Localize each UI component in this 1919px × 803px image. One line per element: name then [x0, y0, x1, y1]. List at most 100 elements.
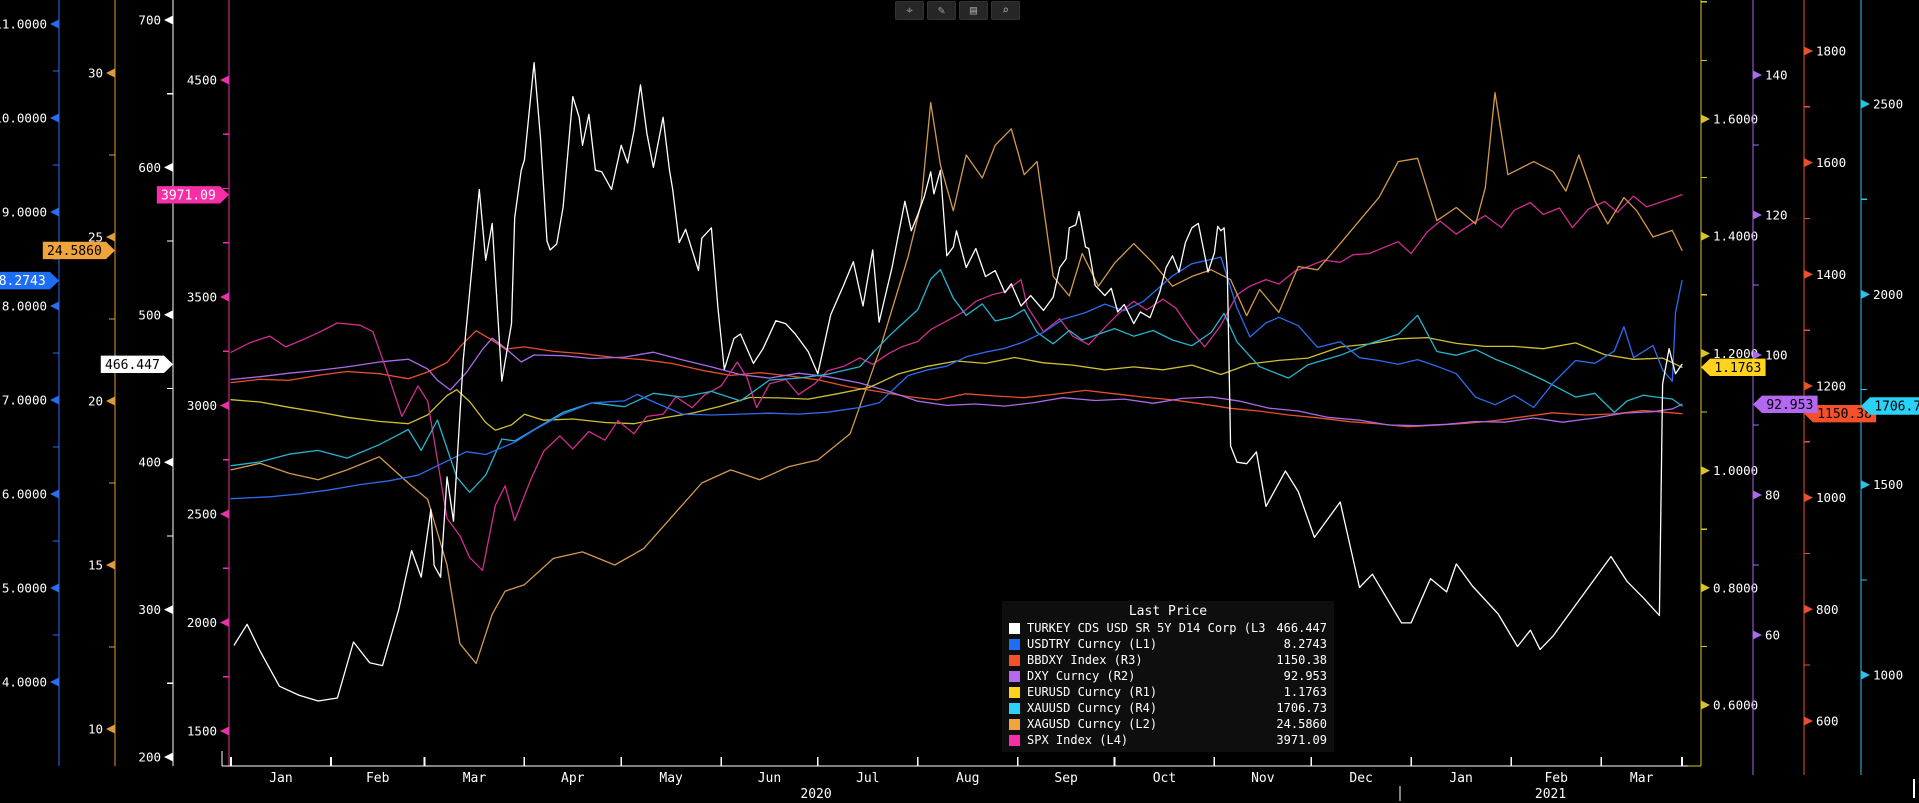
axis-L3-tick — [164, 310, 173, 320]
legend-swatch-bbdxy — [1009, 654, 1020, 666]
legend-row-xauusd[interactable]: XAUUSD Curncy (R4) 1706.73 — [1009, 700, 1327, 716]
x-axis-month-label: Feb — [1544, 771, 1568, 786]
axis-R3-tick — [1804, 381, 1813, 391]
price-badge-label: 1706.73 — [1874, 400, 1919, 415]
x-axis-year-label: 2020 — [800, 787, 831, 802]
axis-L3-tick-label: 500 — [138, 307, 161, 322]
legend-row-bbdxy[interactable]: BBDXY Index (R3) 1150.38 — [1009, 652, 1327, 668]
axis-R1-tick-label: 0.6000 — [1713, 698, 1758, 713]
axis-R2: 140 120 100 80 60 — [1752, 0, 1788, 775]
price-badge-turkey-cds: 466.447 — [100, 355, 173, 374]
news-panel-button[interactable]: ▤ — [959, 1, 988, 20]
axis-L1-tick-label: 10.0000 — [0, 111, 47, 126]
axis-L3-tick-label: 700 — [138, 13, 161, 28]
x-axis-month-label: Apr — [561, 771, 585, 786]
axis-L4-tick-label: 4500 — [187, 73, 217, 88]
axis-L2-tick-label: 10 — [88, 722, 103, 737]
series-line-eurusd — [230, 336, 1683, 431]
axis-L3-tick — [164, 162, 173, 172]
axis-L4-tick — [220, 292, 229, 302]
legend-swatch-eurusd — [1009, 686, 1020, 698]
axis-L1-tick-label: 5.0000 — [2, 581, 47, 596]
x-axis-month-label: Jul — [856, 771, 879, 786]
price-badge-label: 466.447 — [105, 358, 160, 373]
axis-R2-tick-label: 100 — [1765, 348, 1788, 363]
legend-swatch-xagusd — [1009, 718, 1020, 730]
legend-row-turkey-cds[interactable]: TURKEY CDS USD SR 5Y D14 Corp (L3) 466.44… — [1009, 620, 1327, 636]
news-panel-icon: ▤ — [969, 3, 978, 17]
axis-R3-tick — [1804, 46, 1813, 56]
price-badge-label: 1150.38 — [1817, 407, 1872, 422]
legend-row-xagusd[interactable]: XAGUSD Curncy (L2) 24.5860 — [1009, 716, 1327, 732]
zoom-magnifier-button[interactable]: ⌕ — [991, 1, 1020, 20]
axis-L4-tick-label: 1500 — [187, 724, 217, 739]
legend-row-usdtry[interactable]: USDTRY Curncy (L1) 8.2743 — [1009, 636, 1327, 652]
axis-L2-tick-label: 30 — [88, 66, 103, 81]
legend-label: DXY Curncy (R2) — [1027, 669, 1136, 683]
axis-L4-tick-label: 2500 — [187, 507, 217, 522]
axis-R4-tick — [1861, 99, 1870, 109]
axis-R3-tick — [1804, 493, 1813, 503]
axis-R1-tick — [1701, 700, 1710, 710]
legend-value: 1.1763 — [1283, 685, 1327, 699]
legend-value: 3971.09 — [1276, 733, 1327, 747]
legend-label: USDTRY Curncy (L1) — [1027, 637, 1158, 651]
zoom-magnifier-icon: ⌕ — [1001, 3, 1010, 17]
axis-R1-tick — [1701, 583, 1710, 593]
annotate-pencil-button[interactable]: ✎ — [927, 1, 956, 20]
legend-value: 466.447 — [1276, 621, 1327, 635]
axis-L4-tick — [220, 401, 229, 410]
axis-L1-tick — [50, 489, 59, 499]
x-axis-month-label: Jun — [758, 771, 781, 786]
x-axis: Jan Feb Mar Apr May Jun Jul Aug Sep Oct Nov Dec Jan F… — [221, 751, 1915, 802]
chart-toolbar: ⌖ ✎ ▤ ⌕ — [895, 1, 1020, 20]
price-badge-xagusd: 24.5860 — [42, 241, 115, 260]
legend-row-dxy[interactable]: DXY Curncy (R2) 92.953 — [1009, 668, 1327, 684]
legend-value: 24.5860 — [1276, 717, 1327, 731]
axis-R1-tick-label: 0.8000 — [1713, 580, 1758, 595]
legend-title: Last Price — [1128, 604, 1208, 619]
legend-value: 1150.38 — [1276, 653, 1327, 667]
price-badge-dxy: 92.953 — [1753, 395, 1818, 414]
axis-L4-tick — [220, 726, 229, 736]
axis-R3-tick-label: 1400 — [1816, 267, 1846, 282]
axis-R1-tick-label: 1.6000 — [1713, 112, 1758, 127]
axis-L1-tick — [50, 113, 59, 123]
axis-R3-tick-label: 1000 — [1816, 490, 1846, 505]
axis-R1-tick — [1701, 231, 1710, 241]
price-badge-bbdxy: 1150.38 — [1804, 404, 1877, 423]
axis-R3-tick-label: 1200 — [1816, 378, 1846, 393]
axis-R4-tick — [1861, 289, 1870, 299]
axis-R1-tick-label: 1.2000 — [1713, 346, 1758, 361]
legend-row-spx[interactable]: SPX Index (L4) 3971.09 — [1009, 732, 1327, 748]
axis-L4-tick-label: 2000 — [187, 615, 217, 630]
axis-L2-tick — [106, 68, 115, 78]
axis-R2-tick-label: 140 — [1765, 68, 1788, 83]
axis-L2-tick — [106, 724, 115, 734]
axis-R2-tick-label: 60 — [1765, 628, 1780, 643]
axis-R2-tick — [1753, 490, 1762, 500]
axis-R1-tick — [1701, 114, 1710, 124]
legend-row-eurusd[interactable]: EURUSD Curncy (R1) 1.1763 — [1009, 684, 1327, 700]
legend-swatch-xauusd — [1009, 702, 1020, 714]
axis-R3-tick — [1804, 604, 1813, 614]
track-crosshair-icon: ⌖ — [906, 3, 913, 17]
axis-L3-tick — [164, 752, 173, 762]
chart-legend: Last Price TURKEY CDS USD SR 5Y D14 Corp… — [1002, 601, 1334, 752]
axis-L4-tick — [220, 618, 229, 627]
x-axis-month-label: Feb — [366, 771, 390, 786]
axis-L4-tick-label: 3000 — [187, 398, 217, 413]
axis-R1-tick — [1701, 466, 1710, 476]
x-axis-month-label: Mar — [463, 771, 487, 786]
axis-R1-tick-label: 1.4000 — [1713, 229, 1758, 244]
price-badge-label: 92.953 — [1766, 398, 1813, 413]
axis-R3-tick — [1804, 716, 1813, 726]
track-crosshair-button[interactable]: ⌖ — [895, 1, 924, 20]
axis-R3-tick — [1804, 158, 1813, 168]
axis-L2-tick-label: 25 — [88, 230, 103, 245]
axis-L3-tick — [164, 15, 173, 25]
axis-R2-tick-label: 120 — [1765, 208, 1788, 223]
axis-R3-tick — [1804, 269, 1813, 279]
price-badge-label: 8.2743 — [0, 274, 46, 289]
